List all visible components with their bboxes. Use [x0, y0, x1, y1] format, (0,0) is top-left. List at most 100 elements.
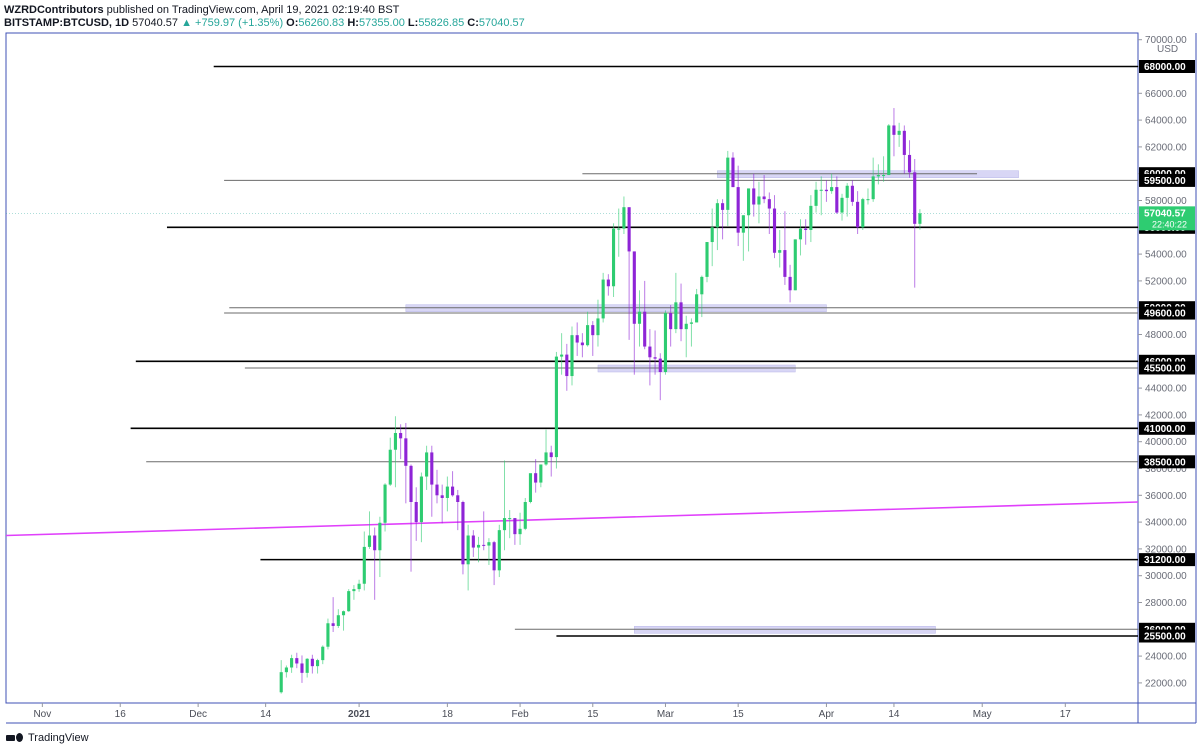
candle[interactable]: [549, 452, 553, 458]
candle[interactable]: [331, 623, 335, 626]
candle[interactable]: [419, 476, 423, 523]
candle[interactable]: [518, 528, 522, 535]
candle[interactable]: [674, 302, 678, 330]
candle[interactable]: [710, 227, 714, 243]
candle[interactable]: [606, 279, 610, 287]
candle[interactable]: [850, 185, 854, 202]
candle[interactable]: [326, 623, 330, 647]
candle[interactable]: [554, 356, 558, 458]
candle[interactable]: [456, 495, 460, 502]
candle[interactable]: [341, 611, 346, 616]
candle[interactable]: [814, 189, 818, 206]
candle[interactable]: [856, 201, 860, 228]
candle[interactable]: [798, 228, 803, 240]
candle[interactable]: [383, 484, 387, 523]
candle[interactable]: [466, 535, 470, 565]
candle[interactable]: [741, 215, 745, 233]
candle[interactable]: [731, 157, 735, 188]
candle[interactable]: [871, 176, 875, 200]
candle[interactable]: [300, 663, 304, 673]
candle[interactable]: [663, 313, 668, 373]
candle[interactable]: [414, 502, 418, 523]
candle[interactable]: [523, 502, 527, 529]
candle[interactable]: [393, 432, 398, 450]
candle[interactable]: [907, 154, 912, 173]
candle[interactable]: [757, 196, 761, 205]
candle[interactable]: [409, 465, 413, 502]
candle[interactable]: [357, 583, 361, 590]
candle[interactable]: [861, 199, 865, 228]
candle[interactable]: [783, 250, 787, 277]
candle[interactable]: [726, 157, 730, 210]
candle[interactable]: [715, 203, 719, 228]
candle[interactable]: [689, 322, 693, 324]
candle[interactable]: [736, 187, 740, 233]
candle[interactable]: [637, 311, 642, 324]
candle[interactable]: [284, 667, 288, 673]
candle[interactable]: [295, 658, 299, 664]
candle[interactable]: [435, 484, 439, 496]
candle[interactable]: [752, 188, 756, 205]
candle[interactable]: [695, 294, 699, 323]
candle[interactable]: [378, 522, 382, 551]
candle[interactable]: [705, 242, 709, 277]
candle[interactable]: [425, 452, 429, 477]
candle[interactable]: [824, 189, 828, 192]
candle[interactable]: [279, 672, 283, 693]
candle[interactable]: [430, 452, 434, 485]
candle[interactable]: [528, 473, 533, 502]
candle[interactable]: [580, 342, 584, 346]
candle[interactable]: [617, 228, 621, 230]
candle[interactable]: [445, 486, 449, 498]
candle[interactable]: [679, 302, 683, 330]
candle[interactable]: [476, 544, 481, 548]
candle[interactable]: [643, 311, 647, 347]
candle[interactable]: [565, 354, 569, 377]
candle[interactable]: [373, 535, 377, 551]
candle[interactable]: [502, 518, 507, 531]
candle[interactable]: [627, 207, 631, 252]
candle[interactable]: [762, 196, 766, 200]
candle[interactable]: [819, 189, 823, 191]
candle[interactable]: [700, 276, 704, 295]
candle[interactable]: [653, 357, 657, 359]
candle[interactable]: [835, 187, 839, 213]
candle[interactable]: [539, 464, 543, 483]
candle[interactable]: [767, 199, 771, 209]
candle[interactable]: [669, 313, 673, 330]
candle[interactable]: [544, 452, 548, 465]
candle[interactable]: [918, 213, 922, 224]
candle[interactable]: [778, 250, 782, 253]
candle[interactable]: [508, 518, 512, 520]
candle[interactable]: [913, 172, 917, 224]
candle[interactable]: [788, 276, 792, 291]
candle[interactable]: [866, 199, 870, 201]
candle[interactable]: [882, 175, 886, 177]
candle[interactable]: [404, 438, 408, 466]
candle[interactable]: [658, 358, 662, 373]
candle[interactable]: [492, 542, 496, 571]
candle[interactable]: [892, 125, 896, 135]
candle[interactable]: [352, 589, 356, 592]
candle[interactable]: [347, 591, 351, 612]
candle[interactable]: [876, 175, 880, 177]
candle[interactable]: [497, 530, 501, 571]
candle[interactable]: [622, 207, 626, 229]
candle[interactable]: [534, 473, 538, 483]
candle[interactable]: [575, 335, 579, 343]
candle[interactable]: [845, 185, 849, 198]
candle[interactable]: [316, 660, 320, 667]
candle[interactable]: [321, 646, 325, 661]
candle[interactable]: [451, 486, 455, 496]
candle[interactable]: [399, 432, 403, 439]
candle[interactable]: [902, 130, 906, 155]
candle[interactable]: [887, 125, 891, 176]
candle[interactable]: [591, 325, 595, 336]
candle[interactable]: [611, 228, 616, 287]
candle[interactable]: [897, 130, 901, 135]
candle[interactable]: [290, 658, 294, 668]
candle[interactable]: [367, 535, 372, 547]
candle[interactable]: [632, 251, 636, 324]
candle[interactable]: [840, 197, 844, 213]
